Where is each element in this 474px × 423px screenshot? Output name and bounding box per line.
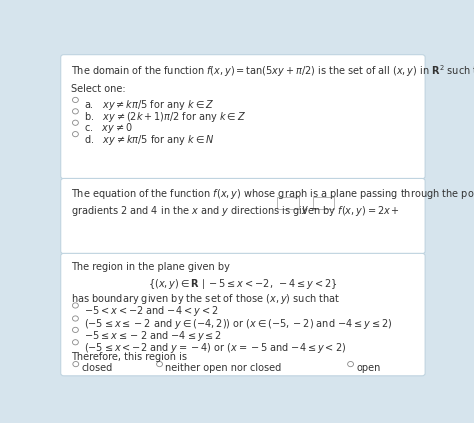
- Text: a.   $xy \neq k\pi/5$ for any $k \in Z$: a. $xy \neq k\pi/5$ for any $k \in Z$: [84, 98, 214, 113]
- Circle shape: [156, 362, 163, 367]
- FancyBboxPatch shape: [61, 179, 425, 254]
- Circle shape: [73, 109, 78, 114]
- Circle shape: [73, 97, 78, 102]
- Text: d.   $xy \neq k\pi/5$ for any $k \in N$: d. $xy \neq k\pi/5$ for any $k \in N$: [84, 132, 215, 146]
- Text: $y -$: $y -$: [301, 204, 319, 216]
- Text: Select one:: Select one:: [71, 84, 126, 94]
- FancyBboxPatch shape: [61, 253, 425, 376]
- Text: $(-5 \leq x \leq -2$ and $y \in (-4, 2))$ or $(x \in (-5, -2)$ and $-4 \leq y \l: $(-5 \leq x \leq -2$ and $y \in (-4, 2))…: [84, 317, 392, 331]
- Text: The region in the plane given by: The region in the plane given by: [71, 262, 230, 272]
- Circle shape: [73, 340, 78, 345]
- Text: gradients 2 and 4 in the $x$ and $y$ directions is given by $f(x, y) = 2x +$: gradients 2 and 4 in the $x$ and $y$ dir…: [71, 204, 400, 218]
- Text: $(-5 \leq x < -2$ and $y = -4)$ or $(x = -5$ and $-4 \leq y < 2)$: $(-5 \leq x < -2$ and $y = -4)$ or $(x =…: [84, 341, 346, 355]
- Text: b.   $xy \neq (2k + 1)\pi/2$ for any $k \in Z$: b. $xy \neq (2k + 1)\pi/2$ for any $k \i…: [84, 110, 246, 124]
- FancyBboxPatch shape: [61, 55, 425, 179]
- Circle shape: [347, 362, 354, 367]
- Text: $-5 < x < -2$ and $-4 < y < 2$: $-5 < x < -2$ and $-4 < y < 2$: [84, 304, 218, 318]
- Text: Therefore, this region is: Therefore, this region is: [71, 352, 187, 363]
- Text: $-5 \leq x \leq -2$ and $-4 \leq y \leq 2$: $-5 \leq x \leq -2$ and $-4 \leq y \leq …: [84, 329, 222, 343]
- FancyBboxPatch shape: [277, 197, 299, 209]
- Text: closed: closed: [82, 363, 112, 373]
- Text: The equation of the function $f(x, y)$ whose graph is a plane passing through th: The equation of the function $f(x, y)$ w…: [71, 187, 474, 201]
- Text: open: open: [356, 363, 381, 373]
- Text: neither open nor closed: neither open nor closed: [165, 363, 281, 373]
- Text: c.   $xy \neq 0$: c. $xy \neq 0$: [84, 121, 133, 135]
- Text: $\{(x, y) \in \mathbf{R}  \mid  -5 \leq x < -2,\;-4 \leq y < 2\}$: $\{(x, y) \in \mathbf{R} \mid -5 \leq x …: [148, 277, 338, 291]
- Text: has boundary given by the set of those $(x, y)$ such that: has boundary given by the set of those $…: [71, 292, 340, 306]
- FancyBboxPatch shape: [313, 197, 334, 209]
- Circle shape: [73, 327, 78, 332]
- Circle shape: [73, 132, 78, 137]
- Circle shape: [73, 303, 78, 308]
- Circle shape: [73, 316, 78, 321]
- Text: The domain of the function $f(x, y) = \tan(5xy + \pi/2)$ is the set of all $(x, : The domain of the function $f(x, y) = \t…: [71, 63, 474, 79]
- Circle shape: [73, 120, 78, 125]
- Circle shape: [73, 362, 79, 367]
